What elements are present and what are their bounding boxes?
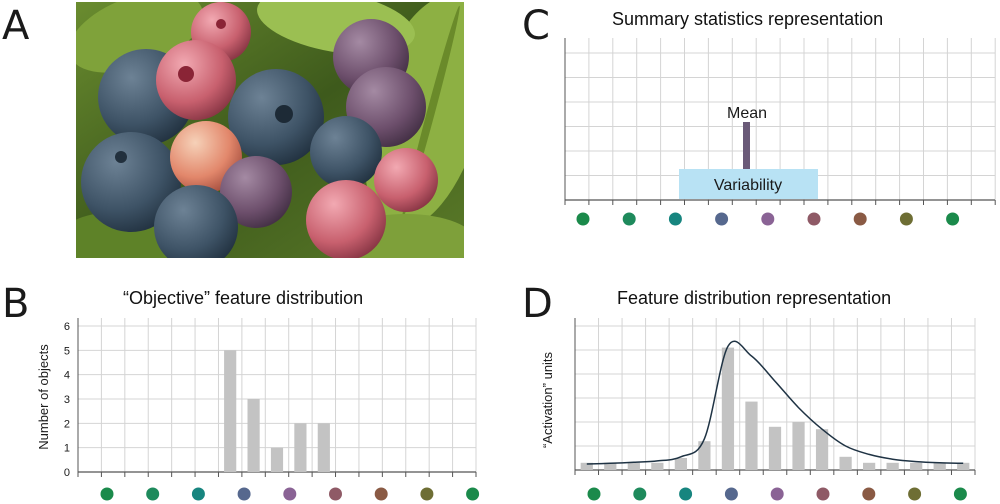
bar bbox=[604, 462, 617, 470]
feature-dot bbox=[576, 212, 590, 226]
bar bbox=[247, 399, 260, 472]
feature-dot bbox=[816, 487, 830, 501]
mean-label: Mean bbox=[727, 105, 767, 122]
feature-dot bbox=[807, 212, 821, 226]
panel-d-title: Feature distribution representation bbox=[617, 288, 892, 308]
feature-dot bbox=[668, 212, 682, 226]
feature-dot bbox=[862, 487, 876, 501]
panel-d-chart: “Activation” units bbox=[540, 318, 976, 501]
feature-dot bbox=[715, 212, 729, 226]
feature-dot bbox=[770, 487, 784, 501]
feature-dot bbox=[587, 487, 601, 501]
bar bbox=[933, 462, 946, 470]
feature-dot bbox=[237, 487, 251, 501]
feature-dot bbox=[633, 487, 647, 501]
variability-band bbox=[679, 169, 818, 199]
y-tick-label: 2 bbox=[64, 418, 70, 430]
y-tick-label: 6 bbox=[64, 321, 70, 333]
bar bbox=[768, 426, 782, 470]
feature-dot bbox=[953, 487, 967, 501]
bar bbox=[674, 458, 687, 470]
bar bbox=[957, 462, 970, 470]
bar bbox=[294, 423, 307, 472]
feature-dot bbox=[946, 212, 960, 226]
panel-b-chart: Number of objects 0 1 2 3 4 5 6 bbox=[36, 318, 480, 501]
y-tick-label: 0 bbox=[64, 467, 70, 479]
panel-c-title: Summary statistics representation bbox=[612, 9, 884, 29]
panel-d-ylabel: “Activation” units bbox=[540, 351, 555, 448]
panel-letter-b: B bbox=[2, 281, 30, 327]
panel-letter-c: C bbox=[522, 3, 550, 49]
feature-dot bbox=[466, 487, 480, 501]
feature-dot bbox=[283, 487, 297, 501]
blueberries-photo bbox=[76, 2, 464, 258]
y-tick-label: 4 bbox=[64, 370, 70, 382]
feature-dot bbox=[679, 487, 693, 501]
bar bbox=[745, 401, 758, 470]
panel-letter-d: D bbox=[522, 281, 553, 327]
bar bbox=[721, 347, 735, 470]
activation-curve bbox=[586, 340, 964, 465]
feature-dot bbox=[374, 487, 388, 501]
bar bbox=[886, 462, 899, 470]
feature-dot bbox=[724, 487, 738, 501]
bar bbox=[627, 462, 640, 470]
variability-label: Variability bbox=[714, 177, 782, 194]
bar bbox=[224, 350, 237, 472]
bar bbox=[910, 462, 923, 470]
bar bbox=[651, 462, 664, 470]
bar bbox=[792, 422, 805, 470]
feature-dot bbox=[420, 487, 434, 501]
bar bbox=[863, 462, 876, 470]
feature-dot bbox=[908, 487, 922, 501]
bar bbox=[270, 447, 284, 472]
bar bbox=[580, 462, 593, 470]
panel-letter-a: A bbox=[2, 3, 30, 49]
y-tick-label: 3 bbox=[64, 394, 70, 406]
bar bbox=[839, 456, 852, 470]
panel-b-ylabel: Number of objects bbox=[36, 344, 51, 450]
bar bbox=[698, 441, 711, 470]
blueberries-illustration bbox=[76, 2, 464, 258]
y-tick-label: 1 bbox=[64, 443, 70, 455]
bar bbox=[317, 423, 330, 472]
feature-dot bbox=[191, 487, 205, 501]
feature-dot bbox=[622, 212, 636, 226]
feature-dot bbox=[899, 212, 913, 226]
y-tick-label: 5 bbox=[64, 345, 70, 357]
feature-dot bbox=[853, 212, 867, 226]
feature-dot bbox=[329, 487, 342, 501]
feature-dot bbox=[146, 487, 160, 501]
feature-dot bbox=[100, 487, 114, 501]
panel-b-title: “Objective” feature distribution bbox=[123, 288, 364, 308]
panel-c-chart: Variability Mean bbox=[564, 38, 996, 226]
feature-dot bbox=[761, 212, 775, 226]
bar bbox=[815, 429, 829, 470]
mean-bar bbox=[743, 122, 750, 169]
